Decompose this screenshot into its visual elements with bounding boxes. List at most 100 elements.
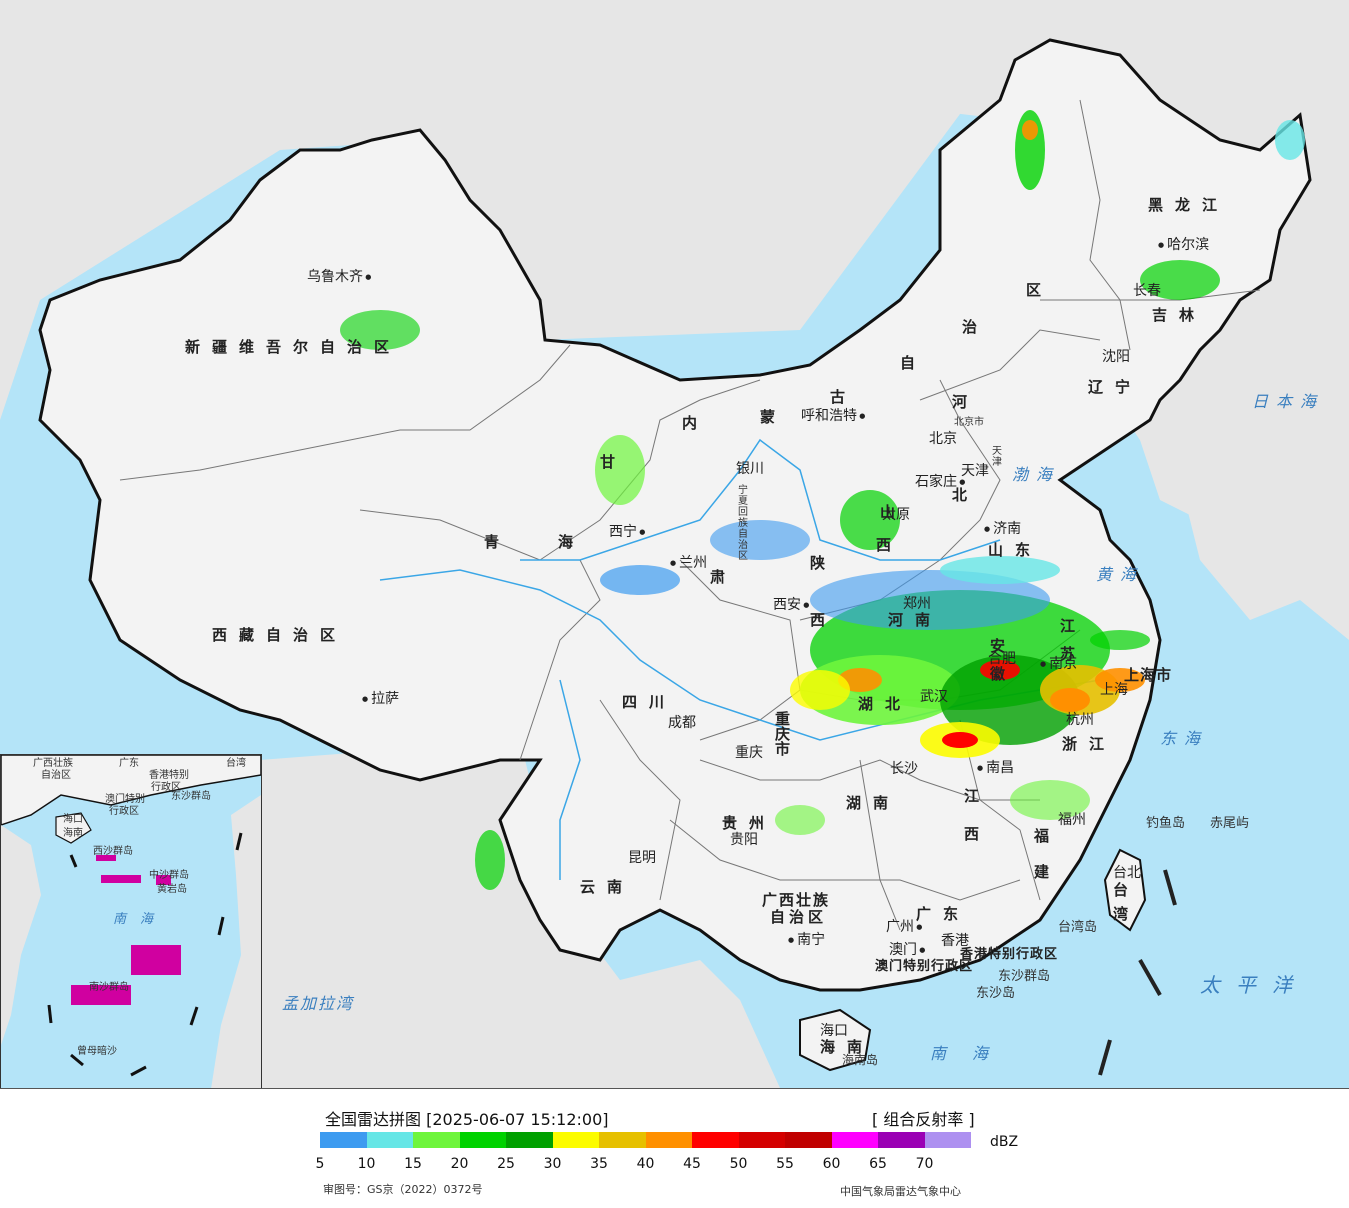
region-label-zhejiang: 浙江 [1062,735,1117,753]
colorbar-tick-label: 15 [404,1156,422,1172]
legend-panel [0,1089,1349,1208]
city-changsha: 长沙 [890,761,918,777]
region-label-guangdong: 广东 [916,905,971,923]
city-shenyang: 沈阳 [1102,349,1130,365]
colorbar [320,1132,971,1148]
city-yinchuan: 银川 [736,461,764,477]
region-label-sichuan: 四川 [622,693,677,711]
inset-label-guangdong: 广东 [119,758,139,769]
city-guiyang: 贵阳 [730,832,758,848]
inset-label-macau2: 行政区 [109,806,139,817]
colorbar-tick-label: 25 [497,1156,515,1172]
region-label-fujian: 福建 [1034,827,1050,881]
inset-mainland [1,755,261,826]
city-xining: 西宁 [609,525,645,539]
region-label-qinghai-a: 青 [484,533,512,551]
city-beijing: 北京 [929,431,957,447]
city-shanghai: 上海 [1100,682,1128,698]
inset-label-taiwan: 台湾 [226,758,246,769]
region-label-shaanxi-b: 西 [810,611,838,629]
inset-label-haikou: 海口 [63,814,83,825]
south-china-sea-inset: 广西壮族 自治区 广东 台湾 香港特别 行政区 澳门特别 行政区 东沙群岛 海口… [0,754,262,1088]
inset-label-zengmu: 曾母暗沙 [77,1046,117,1057]
region-label-henan: 河南 [888,611,943,629]
inset-label-hk2: 行政区 [151,782,181,793]
inset-label-dongsha: 东沙群岛 [171,791,211,802]
colorbar-swatch [599,1132,646,1148]
sea-bohai: 渤海 [1012,465,1061,484]
city-urumqi: 乌鲁木齐 [307,270,371,284]
region-label-guizhou: 贵州 [722,814,777,832]
island-diaoyu: 钓鱼岛 [1146,816,1186,831]
colorbar-tick-label: 65 [869,1156,887,1172]
colorbar-swatch [924,1132,971,1148]
colorbar-swatch [366,1132,413,1148]
inset-land-east [211,795,261,1088]
city-changchun: 长春 [1133,283,1161,299]
colorbar-swatch [413,1132,460,1148]
colorbar-swatch [645,1132,692,1148]
city-harbin: 哈尔滨 [1158,238,1209,252]
city-chengdu: 成都 [668,715,696,731]
sea-yellow: 黄海 [1096,565,1145,584]
maritime-boundary [1098,869,1177,1076]
city-hohhot: 呼和浩特 [801,409,865,423]
city-macau: 澳门 [889,943,925,957]
city-zhengzhou: 郑州 [903,596,931,612]
colorbar-swatch [878,1132,925,1148]
colorbar-unit: dBZ [990,1134,1019,1150]
colorbar-tick-label: 30 [543,1156,562,1172]
region-label-heilongjiang: 黑龙江 [1148,196,1230,214]
city-chongqing: 重庆 [735,745,763,761]
japan [1260,0,1349,620]
region-label-neimenggu-f: 区 [1026,281,1054,299]
inset-label-hainan: 海南 [63,828,83,839]
city-lanzhou: 兰州 [670,556,707,570]
city-guangzhou: 广州 [886,920,922,934]
city-nanjing: 南京 [1040,657,1077,671]
inset-hainan [55,812,92,844]
neighbor-land-south [260,740,780,1088]
inset-label-south-sea: 南海 [113,912,168,927]
region-label-neimenggu-c: 古 [830,388,858,406]
region-label-gansu-a: 甘 [600,453,628,471]
inset-label-nansha: 南沙群岛 [89,982,129,993]
region-label-beijing: 北京市 [954,417,984,428]
inset-label-macau: 澳门特别 [105,794,145,805]
city-hongkong: 香港 [941,933,969,949]
radar-map: 新疆维吾尔自治区 西藏自治区 青 海 甘 肃 内 蒙 古 自 治 区 黑龙江 吉… [0,0,1349,1089]
region-label-yunnan: 云南 [580,878,635,896]
city-shijiazhuang: 石家庄 [915,475,965,489]
colorbar-tick-label: 35 [590,1156,608,1172]
region-label-liaoning: 辽宁 [1088,378,1143,396]
colorbar-tick-label: 5 [315,1156,325,1172]
region-label-anhui: 安徽 [990,637,1006,683]
city-jinan: 济南 [984,522,1021,536]
inset-land-west [1,825,41,1045]
inset-label-hk: 香港特别 [149,770,189,781]
island-hainan: 海南岛 [842,1053,879,1067]
city-haikou: 海口 [820,1023,848,1039]
region-label-xinjiang: 新疆维吾尔自治区 [185,338,402,356]
colorbar-tick-label: 10 [357,1156,376,1172]
region-label-jilin: 吉林 [1152,306,1207,324]
colorbar-tick-label: 55 [776,1156,794,1172]
region-label-jiangxi: 江西 [964,787,980,843]
inset-label-zizhiqu: 自治区 [41,770,71,781]
region-label-shandong: 山东 [988,541,1043,559]
colorbar-tick-label: 70 [915,1156,934,1172]
region-label-neimenggu-e: 治 [962,318,990,336]
inset-canvas [1,755,261,1088]
city-hangzhou: 杭州 [1066,712,1094,728]
region-label-hebei-b: 北 [952,486,980,504]
colorbar-tick-label: 50 [729,1156,748,1172]
city-xian: 西安 [773,598,809,612]
hainan-land [799,1008,872,1072]
region-label-hebei-a: 河 [952,393,980,411]
city-hefei: 合肥 [988,651,1016,667]
colorbar-tick-label: 45 [683,1156,701,1172]
sea-pacific: 太平洋 [1200,973,1308,997]
inset-label-zhongsha: 中沙群岛 [149,870,189,881]
colorbar-swatch [552,1132,599,1148]
region-label-macau-sar: 澳门特别行政区 [875,959,974,974]
